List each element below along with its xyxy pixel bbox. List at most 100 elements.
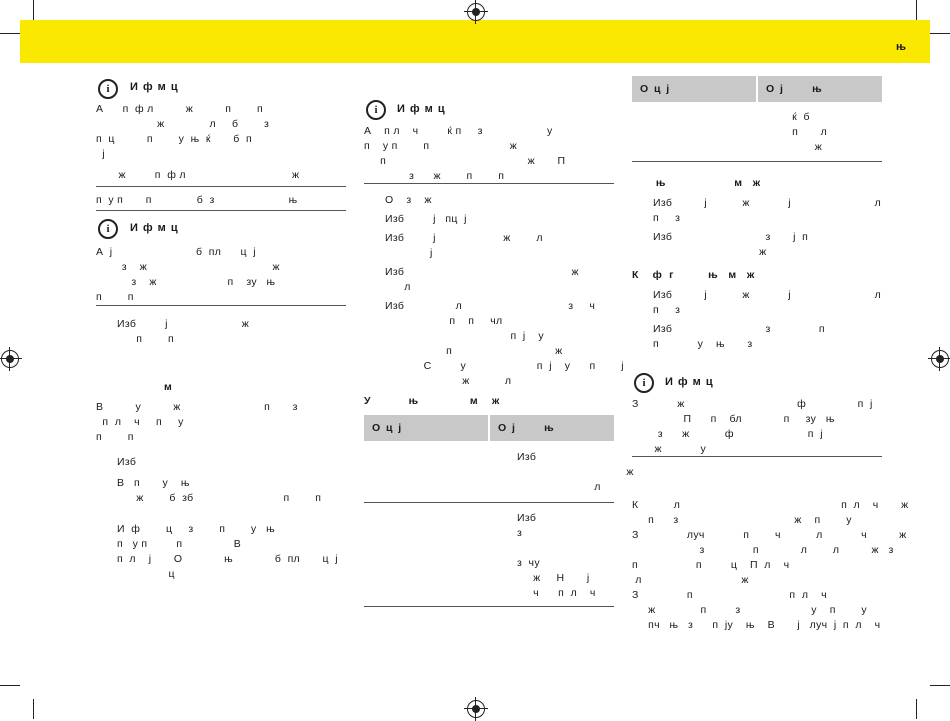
crop-mark (930, 685, 950, 686)
section-heading: м (164, 381, 173, 393)
list-item: Изб ј ж ј л (653, 289, 881, 301)
text-line: з п л л ж з (632, 544, 894, 556)
list-item: И ф ц з п у њ (117, 523, 275, 535)
list-item: Изб з п (653, 323, 825, 335)
divider (96, 305, 346, 306)
info-title: И ф м ц (397, 103, 446, 115)
list-item: п ж (385, 345, 563, 357)
info-text: А п ф л ж п п ж л б з п ц п у њ ќ б п ј … (96, 102, 299, 183)
info-text: А ј б пл ц ј з ж ж з ж п зу њ п п (96, 245, 280, 305)
divider (96, 186, 346, 187)
step-list: О з ж Изб ј пц ј Изб ј ж л ј Изб ж л Изб… (385, 193, 624, 389)
text-line: В у ж п з (96, 401, 298, 413)
list-item: п п чл (385, 315, 503, 327)
text-line: п п (96, 291, 134, 303)
list-item: ј (385, 247, 433, 259)
text-line: п п (96, 431, 134, 443)
list-item: Изб л з ч (385, 300, 596, 312)
text-line: п л ч п у (96, 416, 184, 428)
crop-mark (916, 699, 917, 719)
divider (364, 502, 614, 503)
list-item: Изб ј ж ј л (653, 197, 881, 209)
crop-mark (33, 0, 34, 20)
divider (364, 606, 614, 607)
info-text: З ж ф п ј П п бл п зу њ з ж ф п ј ж (632, 397, 873, 457)
section-mark: њ (896, 41, 906, 53)
list-item: п у п п В (117, 538, 242, 550)
info-title: И ф м ц (130, 222, 179, 234)
list-item: Изб ј ж л (385, 232, 543, 244)
text-line: з ж п зу њ (96, 276, 276, 288)
text-line: А ј б пл ц ј (96, 246, 256, 258)
info-icon: i (98, 79, 118, 99)
list-item: п у њ з (653, 338, 753, 350)
text-line: ж п з у п у (632, 604, 867, 616)
text-line: п у п п ж (364, 140, 518, 152)
divider (632, 456, 882, 457)
text-line: ж л б з (96, 118, 270, 130)
text-line: К л п л ч ж (632, 499, 909, 511)
info-title: И ф м ц (130, 81, 179, 93)
list-item: ж л (385, 375, 512, 387)
paragraph: В у ж п з п л ч п у п п (96, 400, 298, 445)
text-line: л ж (632, 574, 749, 586)
text-line: п з ж п у (632, 514, 852, 526)
registration-mark-icon (928, 347, 950, 371)
info-icon: i (366, 100, 386, 120)
text-line: п у п п б з њ (96, 194, 298, 206)
registration-mark-icon (464, 697, 488, 721)
list-item: п л ј О њ б пл ц ј (117, 553, 338, 565)
info-icon: i (98, 219, 118, 239)
text-line: А п л ч ќ п з у (364, 125, 553, 137)
text-line: п п ц П л ч (632, 559, 790, 571)
list-item: Изб ј пц ј (385, 213, 467, 225)
crop-mark (0, 685, 20, 686)
text-line: З луч п ч л ч ж (632, 529, 907, 541)
divider (96, 210, 346, 211)
list-item: ц (117, 568, 175, 580)
list-item: О з ж (385, 194, 432, 206)
info-icon: i (634, 373, 654, 393)
text-line: з ж ж (96, 261, 280, 273)
crop-mark (930, 33, 950, 34)
table-header: О ц ј (364, 415, 488, 441)
registration-mark-icon (0, 347, 22, 371)
list-item: л (385, 281, 411, 293)
text-line: пч њ з п ју њ В ј луч ј п л ч (632, 619, 881, 631)
section-heading: њ м ж (632, 177, 761, 189)
list-item: п з (653, 304, 681, 316)
step-list: Изб В п у њ ж б зб п п И ф ц з п у њ п у… (117, 455, 338, 582)
text-line: А п ф л ж п п (96, 103, 263, 115)
table-header: О ц ј (632, 76, 756, 102)
divider (364, 183, 614, 184)
list-item: ж б зб п п (117, 492, 322, 504)
text-line: З ж ф п ј (632, 398, 873, 410)
step-list: Изб ј ж ј л п з Изб з п п у њ з (653, 288, 881, 352)
info-text: А п л ч ќ п з у п у п п ж п ж П з ж п (364, 124, 565, 184)
text-line: П п бл п зу њ (632, 413, 835, 425)
divider (632, 161, 882, 162)
section-heading: К ф г њ м ж (632, 269, 755, 281)
list-item: Изб (117, 456, 137, 468)
registration-mark-icon (464, 0, 488, 24)
header-band (20, 20, 930, 63)
text-line: п п (117, 333, 175, 345)
text-line: ж у (632, 443, 707, 455)
table-title: У њ м ж (364, 395, 500, 407)
crop-mark (0, 33, 20, 34)
crop-mark (916, 0, 917, 20)
list-item: ж (653, 246, 767, 258)
list-item: п з (653, 212, 681, 224)
text-block: Изб ј ж п п (117, 317, 249, 347)
text-line: з ж ф п ј (632, 428, 823, 440)
text-line: ж п ф л ж (96, 169, 300, 181)
list-item: Изб ж (385, 266, 579, 278)
text-line: з ж п п (364, 170, 505, 182)
table-header: О ј њ (490, 415, 614, 441)
list-item: п ј у (385, 330, 544, 342)
info-title: И ф м ц (665, 376, 714, 388)
table-cell: Изб з з чу ж Н ј ч п л ч (517, 512, 596, 599)
step-list: Изб ј ж ј л п з Изб з ј п ж (653, 196, 881, 260)
crop-mark (33, 699, 34, 719)
table-cell: ќ б п л ж (792, 111, 828, 153)
